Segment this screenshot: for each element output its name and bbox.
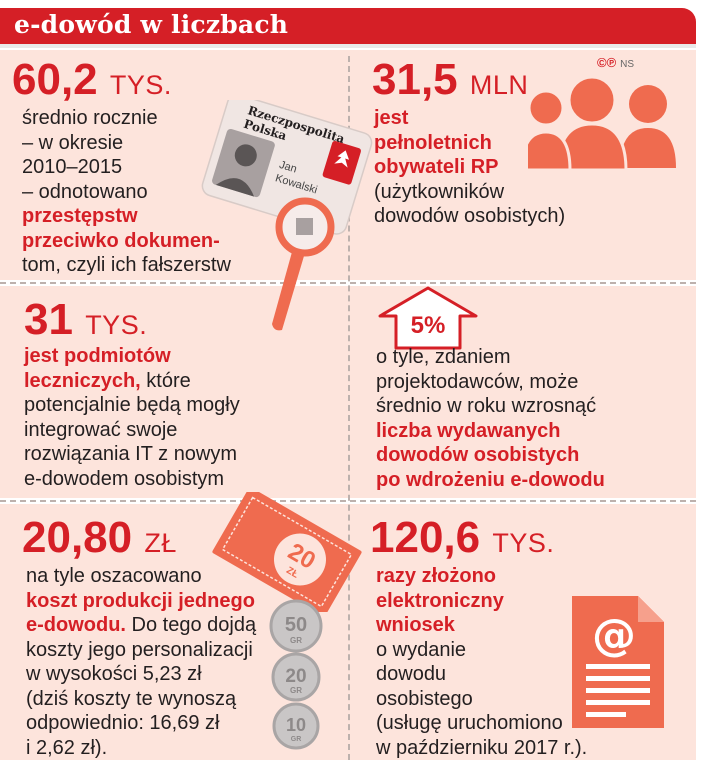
stat2-line: jest — [374, 107, 409, 129]
people-icon — [528, 75, 676, 172]
coins-icon: 50 GR 20 GR 10 GR — [269, 599, 323, 750]
stat6-line: w październiku 2017 r.). — [376, 736, 588, 759]
stat4-line: liczba wydawanych — [376, 419, 561, 442]
stat3-line: integrować swoje — [24, 418, 178, 441]
credits: ©℗ NS — [597, 55, 634, 70]
stat2-number: 31,5 — [372, 55, 458, 104]
stat6-unit: TYS. — [492, 528, 555, 558]
svg-text:GR: GR — [290, 636, 302, 645]
stat5-line: odpowiednio: 16,69 zł — [26, 712, 220, 734]
stat2-value: 31,5 MLN — [372, 58, 528, 102]
column-divider — [348, 56, 350, 760]
stat1-text: średnio rocznie – w okresie 2010–2015 – … — [22, 106, 282, 278]
stat3-unit: TYS. — [85, 310, 148, 340]
stat5-line: w wysokości 5,23 zł — [26, 663, 202, 685]
svg-text:@: @ — [592, 610, 636, 661]
stat5-line: na tyle oszacowano — [26, 565, 202, 587]
row-divider-1 — [0, 282, 696, 284]
stat6-line: razy złożono — [376, 565, 497, 587]
stat5-line: (dziś koszty te wynoszą — [26, 687, 237, 710]
id-card-name1: Jan — [278, 159, 298, 176]
stat1-line: przeciwko dokumen- — [22, 229, 220, 252]
stat5-highlight: e-dowodu. — [26, 614, 126, 636]
coin-20-icon: 20 GR — [271, 652, 321, 702]
stat3-line: e-dowodem osobistym — [24, 467, 225, 490]
stat4-line: dowodów osobistych — [376, 444, 580, 466]
stat2-text: jest pełnoletnich obywateli RP (użytkown… — [374, 106, 674, 229]
stat1-unit: TYS. — [109, 70, 172, 100]
stat1-line: 2010–2015 — [22, 156, 123, 178]
page-title: e-dowód w liczbach — [14, 10, 289, 39]
stat3-line: potencjalnie będą mogły — [24, 394, 240, 416]
stat1-line: przestępstw — [22, 205, 138, 227]
stat3-highlight: leczniczych, — [24, 369, 141, 392]
stat2-unit: MLN — [469, 70, 529, 100]
row-divider-2 — [0, 500, 696, 502]
stat6-line: wniosek — [376, 614, 455, 636]
stat4-text: o tyle, zdaniem projektodawców, może śre… — [376, 345, 696, 492]
stat6-line: o wydanie — [376, 638, 467, 661]
stat3-text: jest podmiotów leczniczych, które potenc… — [24, 344, 324, 491]
banknote-icon: 20 ZŁ — [212, 492, 362, 612]
id-card-magnifier-illustration: Rzeczpospolita Polska Jan Kowalski — [201, 100, 373, 331]
stat4-line: o tyle, zdaniem — [376, 346, 511, 368]
stat6-text: razy złożono elektroniczny wniosek o wyd… — [376, 564, 616, 760]
header-shadow — [0, 44, 696, 48]
header-bar — [0, 8, 696, 44]
stat5-number: 20,80 — [22, 513, 133, 562]
svg-text:20: 20 — [285, 666, 306, 687]
stat5-tail: Do tego dojdą — [131, 614, 257, 636]
header: e-dowód w liczbach — [0, 0, 701, 48]
coin-50-icon: 50 GR — [269, 599, 323, 653]
growth-arrow-icon: 5% — [378, 286, 478, 350]
stat6-line: osobistego — [376, 687, 473, 710]
stat4-line: projektodawców, może — [376, 370, 579, 393]
stat1-value: 60,2 TYS. — [12, 58, 172, 102]
stat3-line: rozwiązania IT z nowym — [24, 443, 238, 465]
svg-text:GR: GR — [291, 736, 302, 743]
author-initials: NS — [620, 59, 635, 70]
coin-10-icon: 10 GR — [272, 702, 320, 750]
stat6-line: (usługę uruchomiono — [376, 712, 563, 734]
stat2-line: obywateli RP — [374, 156, 499, 178]
stat5-value: 20,80 ZŁ — [22, 516, 177, 560]
stat6-value: 120,6 TYS. — [370, 516, 554, 560]
stat5-text: na tyle oszacowano koszt produkcji jedne… — [26, 564, 276, 760]
stat5-line: i 2,62 zł). — [26, 736, 108, 759]
svg-text:10: 10 — [286, 715, 306, 735]
stat2-line: pełnoletnich — [374, 131, 492, 154]
stat4-line: po wdrożeniu e-dowodu — [376, 468, 605, 491]
stat5-line: koszt produkcji jednego — [26, 589, 255, 612]
stat5-line: koszty jego personalizacji — [26, 638, 253, 661]
stat2-line: dowodów osobistych) — [374, 205, 566, 227]
banknote-unit: ZŁ — [284, 565, 300, 581]
stat3-line: leczniczych, które — [24, 369, 324, 394]
stat5-line: e-dowodu. Do tego dojdą — [26, 613, 276, 638]
stat6-number: 120,6 — [370, 513, 481, 562]
stat3-number: 31 — [24, 295, 73, 344]
stat5-unit: ZŁ — [144, 528, 177, 558]
stat3-line: jest podmiotów — [24, 345, 171, 367]
stat6-line: elektroniczny — [376, 589, 504, 612]
stat3-value: 31 TYS. — [24, 298, 147, 342]
copyright-symbols: ©℗ — [597, 55, 617, 70]
stat1-line: – odnotowano — [22, 180, 148, 203]
stat1-number: 60,2 — [12, 55, 98, 104]
stat4-line: średnio w roku wzrosnąć — [376, 395, 597, 417]
svg-text:GR: GR — [290, 686, 302, 695]
stat1-line: średnio rocznie — [22, 107, 158, 129]
stat1-line: tom, czyli ich fałszerstw — [22, 254, 231, 276]
email-document-icon: @ — [572, 596, 664, 728]
stat3-tail: które — [146, 369, 191, 392]
stat6-line: dowodu — [376, 663, 447, 685]
stat1-line: – w okresie — [22, 131, 124, 154]
stat2-line: (użytkowników — [374, 180, 505, 203]
growth-badge: 5% — [411, 312, 446, 339]
svg-text:50: 50 — [285, 614, 307, 636]
